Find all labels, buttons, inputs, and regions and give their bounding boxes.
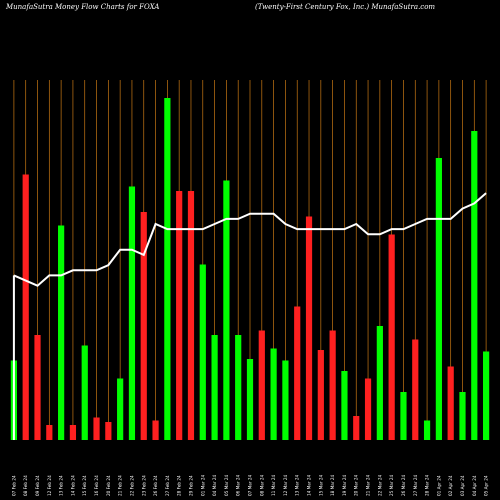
- x-tick-label: 14 Mar 24: [307, 474, 312, 496]
- bar-8: [93, 417, 100, 440]
- x-tick-label: 21 Feb 24: [118, 475, 123, 496]
- x-tick-label: 29 Feb 24: [188, 475, 193, 496]
- bar-32: [376, 326, 383, 440]
- bar-33: [388, 234, 395, 440]
- bar-31: [364, 378, 372, 440]
- x-tick-label: 09 Feb 24: [35, 475, 40, 496]
- bar-35: [412, 339, 419, 440]
- bar-26: [305, 216, 313, 440]
- bar-29: [341, 371, 348, 440]
- x-tick-label: 04 Apr 24: [472, 475, 477, 496]
- x-tick-label: 19 Mar 24: [342, 474, 347, 496]
- x-tick-label: 04 Mar 24: [212, 474, 217, 496]
- x-tick-label: 03 Apr 24: [460, 475, 465, 496]
- bar-16: [187, 191, 195, 440]
- bar-10: [117, 378, 124, 440]
- bar-14: [164, 98, 171, 440]
- x-tick-labels: 07 Feb 24 08 Feb 24 09 Feb 24 12 Feb 24 13 F…: [11, 474, 488, 496]
- chart-title-right: (Twenty-First Century Fox, Inc.) MunafaS…: [255, 3, 436, 11]
- x-tick-label: 27 Feb 24: [165, 475, 170, 496]
- x-tick-label: 27 Mar 24: [413, 474, 418, 496]
- x-tick-label: 13 Mar 24: [295, 474, 300, 496]
- bar-18: [211, 335, 218, 440]
- x-tick-label: 12 Mar 24: [283, 474, 288, 496]
- bar-37: [435, 158, 442, 440]
- bar-21: [246, 359, 254, 440]
- x-tick-label: 07 Mar 24: [248, 474, 253, 496]
- x-tick-label: 11 Mar 24: [271, 474, 276, 496]
- bar-12: [140, 212, 147, 440]
- bar-25: [294, 306, 301, 440]
- x-tick-label: 05 Apr 24: [484, 475, 489, 496]
- bar-7: [81, 345, 88, 440]
- x-tick-label: 15 Feb 24: [82, 475, 87, 496]
- x-tick-label: 16 Feb 24: [94, 475, 99, 496]
- bar-2: [22, 174, 29, 440]
- bar-30: [353, 416, 360, 440]
- bar-34: [400, 392, 407, 440]
- x-tick-label: 01 Apr 24: [436, 475, 441, 496]
- chart-title-left: MunafaSutra Money Flow Charts for FOXA: [6, 3, 160, 11]
- bar-20: [235, 335, 242, 440]
- x-tick-label: 02 Apr 24: [448, 475, 453, 496]
- x-tick-label: 26 Feb 24: [153, 475, 158, 496]
- bar-40: [471, 131, 478, 440]
- x-tick-label: 05 Mar 24: [224, 474, 229, 496]
- bar-6: [69, 425, 77, 440]
- x-tick-label: 01 Mar 24: [200, 474, 205, 496]
- x-tick-label: 08 Feb 24: [23, 475, 28, 496]
- x-tick-label: 15 Mar 24: [318, 474, 323, 496]
- bar-38: [447, 366, 454, 440]
- x-tick-label: 07 Feb 24: [11, 475, 16, 496]
- bar-27: [317, 350, 324, 440]
- x-tick-label: 25 Mar 24: [389, 474, 394, 496]
- x-tick-label: 13 Feb 24: [59, 475, 64, 496]
- bars: [10, 98, 490, 440]
- x-tick-label: 14 Feb 24: [70, 475, 75, 496]
- bar-17: [199, 264, 206, 440]
- bar-13: [152, 420, 159, 440]
- bar-23: [270, 348, 277, 440]
- x-tick-label: 20 Mar 24: [354, 474, 359, 496]
- bar-4: [46, 425, 53, 440]
- x-tick-label: 21 Mar 24: [366, 474, 371, 496]
- bar-36: [423, 420, 431, 440]
- bar-3: [34, 335, 41, 440]
- x-tick-label: 12 Feb 24: [47, 475, 52, 496]
- x-tick-label: 22 Feb 24: [129, 475, 134, 496]
- x-tick-label: 06 Mar 24: [236, 474, 241, 496]
- bar-11: [128, 186, 136, 440]
- x-tick-label: 22 Mar 24: [377, 474, 382, 496]
- x-tick-label: 28 Feb 24: [177, 475, 182, 496]
- bar-39: [459, 392, 466, 440]
- x-tick-label: 08 Mar 24: [259, 474, 264, 496]
- bar-22: [258, 330, 265, 440]
- bar-9: [105, 422, 112, 440]
- x-tick-label: 23 Feb 24: [141, 475, 146, 496]
- bar-5: [58, 225, 65, 440]
- bar-15: [176, 191, 183, 440]
- bar-28: [329, 330, 336, 440]
- bar-19: [223, 180, 230, 440]
- bar-41: [482, 351, 490, 440]
- price-line: [13, 192, 487, 287]
- x-tick-label: 20 Feb 24: [106, 475, 111, 496]
- x-tick-label: 28 Mar 24: [425, 474, 430, 496]
- x-tick-label: 26 Mar 24: [401, 474, 406, 496]
- bar-24: [282, 360, 289, 440]
- price-line-group: [12, 192, 487, 440]
- x-tick-label: 18 Mar 24: [330, 474, 335, 496]
